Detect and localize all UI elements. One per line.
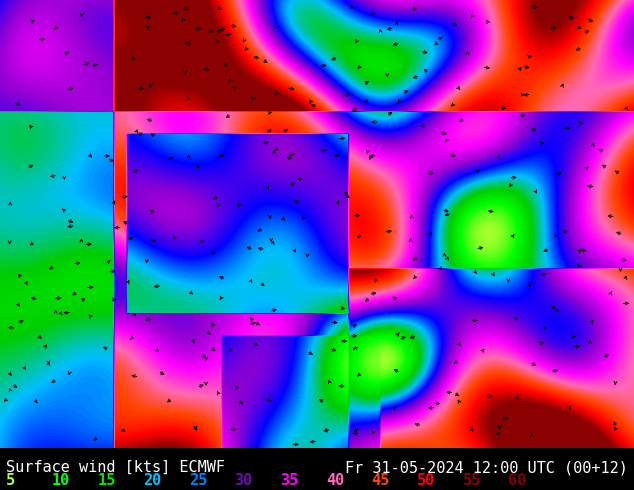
Text: 30: 30 <box>235 473 253 488</box>
Text: 10: 10 <box>52 473 70 488</box>
Text: Surface wind [kts] ECMWF: Surface wind [kts] ECMWF <box>6 460 225 475</box>
Text: 35: 35 <box>280 473 299 488</box>
Text: 50: 50 <box>417 473 436 488</box>
Text: 45: 45 <box>372 473 390 488</box>
Text: 25: 25 <box>189 473 207 488</box>
Text: Fr 31-05-2024 12:00 UTC (00+12): Fr 31-05-2024 12:00 UTC (00+12) <box>345 460 628 475</box>
Text: 60: 60 <box>508 473 527 488</box>
Text: 15: 15 <box>98 473 116 488</box>
Text: 55: 55 <box>463 473 481 488</box>
Text: 5: 5 <box>6 473 15 488</box>
Text: 20: 20 <box>143 473 162 488</box>
Text: 40: 40 <box>326 473 344 488</box>
